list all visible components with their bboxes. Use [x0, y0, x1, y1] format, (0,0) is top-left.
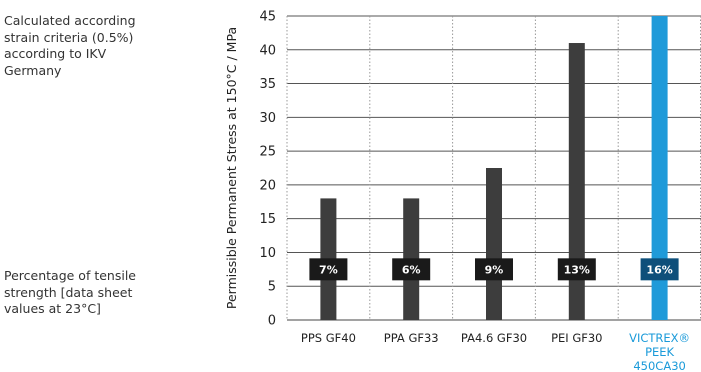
percent-label: 13% — [564, 263, 590, 276]
percent-badge — [475, 258, 513, 281]
category-label: VICTREX® — [629, 331, 690, 345]
y-tick-label: 5 — [268, 280, 276, 295]
category-label: PEEK — [645, 345, 674, 359]
percent-badge — [557, 258, 596, 281]
tensile-strength-note: Percentage of tensile strength [data she… — [4, 268, 136, 316]
y-tick-label: 20 — [259, 178, 276, 193]
y-tick-label: 15 — [259, 212, 276, 227]
bar — [651, 16, 668, 320]
y-tick-label: 25 — [259, 145, 276, 160]
y-tick-label: 0 — [268, 314, 276, 329]
category-label: PPA GF33 — [384, 331, 439, 345]
percent-badge — [309, 258, 348, 281]
y-tick-label: 35 — [259, 77, 276, 92]
bar — [486, 168, 502, 320]
percent-label: 7% — [319, 263, 338, 276]
percent-badge — [392, 258, 431, 281]
category-label: PEI GF30 — [551, 331, 602, 345]
percent-label: 6% — [402, 263, 421, 276]
category-label: PA4.6 GF30 — [461, 331, 527, 345]
percent-badge — [640, 258, 679, 281]
category-label: PPS GF40 — [301, 331, 356, 345]
y-tick-label: 10 — [259, 246, 276, 261]
y-tick-label: 40 — [259, 43, 276, 58]
bar — [568, 43, 585, 321]
strain-criteria-note: Calculated according strain criteria (0.… — [4, 13, 136, 78]
y-tick-label: 30 — [259, 111, 276, 126]
y-axis-label: Permissible Permanent Stress at 150°C / … — [224, 27, 239, 309]
percent-label: 16% — [646, 263, 672, 276]
percent-label: 9% — [485, 263, 504, 276]
y-tick-label: 45 — [259, 10, 276, 25]
category-label: 450CA30 — [633, 359, 685, 372]
